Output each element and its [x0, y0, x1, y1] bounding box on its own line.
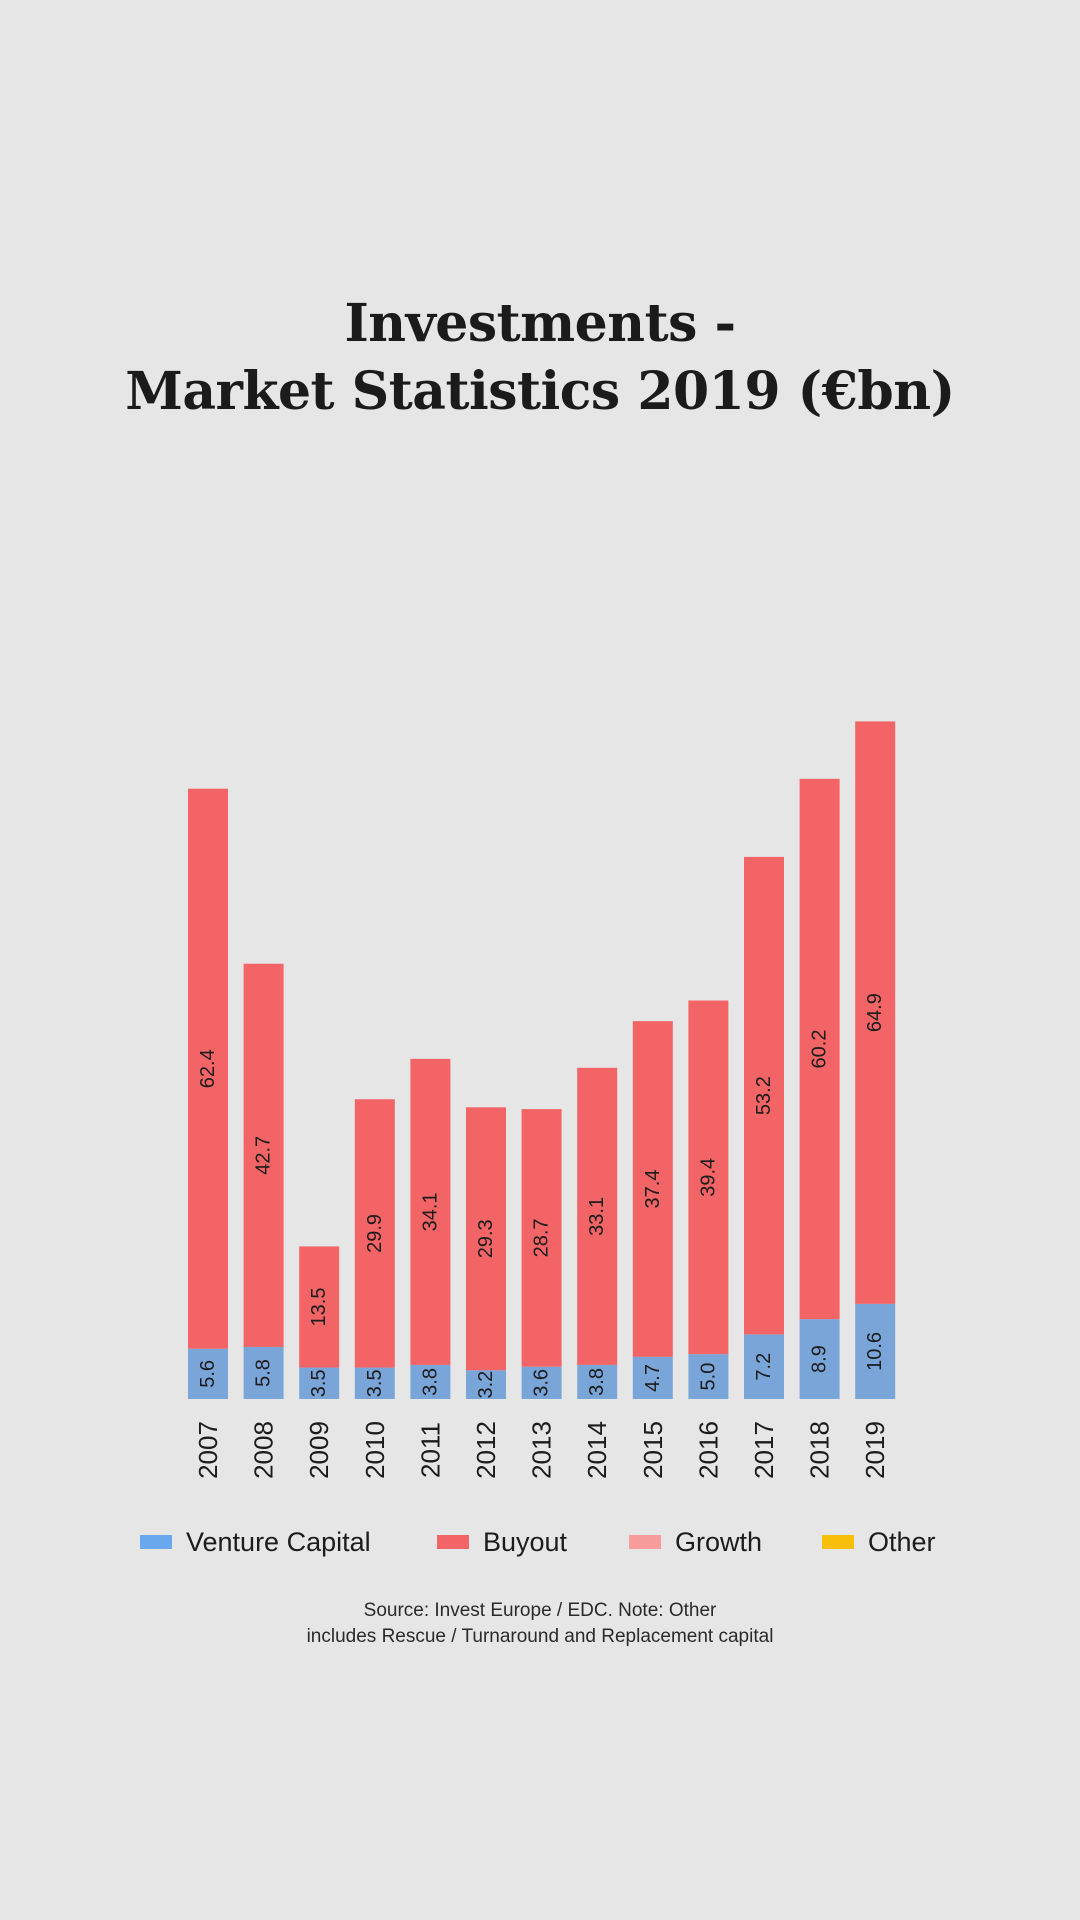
- legend-swatch-growth: [629, 1535, 661, 1549]
- legend-label-venture-capital: Venture Capital: [186, 1526, 371, 1557]
- bar-buyout-2016: [688, 1000, 729, 1355]
- data-label-venture-capital-2011: 3.8: [419, 1368, 441, 1396]
- data-label-buyout-2012: 29.3: [475, 1219, 497, 1258]
- bar-venture-capital-2011: [410, 1364, 451, 1399]
- data-label-buyout-2013: 28.7: [531, 1218, 553, 1257]
- bar-buyout-2014: [577, 1067, 618, 1365]
- x-tick-label-2019: 2019: [860, 1421, 890, 1479]
- source-note: Source: Invest Europe / EDC. Note: Other…: [0, 1598, 1080, 1650]
- data-label-venture-capital-2008: 5.8: [253, 1359, 275, 1387]
- data-label-buyout-2016: 39.4: [697, 1158, 719, 1197]
- data-label-buyout-2015: 37.4: [642, 1170, 664, 1209]
- x-tick-label-2010: 2010: [360, 1421, 390, 1479]
- chart-legend: Venture Capital Buyout Growth Other: [0, 1520, 1080, 1564]
- chart-title-line-2: Market Statistics 2019 (€bn): [125, 361, 955, 422]
- source-note-line-2: includes Rescue / Turnaround and Replace…: [306, 1626, 774, 1647]
- bar-venture-capital-2015: [632, 1356, 673, 1399]
- data-label-buyout-2008: 42.7: [253, 1136, 275, 1175]
- data-label-venture-capital-2014: 3.8: [586, 1368, 608, 1396]
- bar-venture-capital-2010: [354, 1367, 395, 1399]
- bar-buyout-2010: [354, 1099, 395, 1368]
- x-tick-label-2007: 2007: [193, 1421, 223, 1479]
- x-tick-label-2008: 2008: [249, 1421, 279, 1479]
- bar-buyout-2019: [855, 721, 896, 1304]
- data-label-buyout-2018: 60.2: [809, 1030, 831, 1069]
- legend-item-other: Other: [822, 1520, 936, 1564]
- legend-swatch-other: [822, 1535, 854, 1549]
- data-label-venture-capital-2009: 3.5: [308, 1369, 330, 1397]
- data-label-buyout-2017: 53.2: [753, 1076, 775, 1115]
- bar-venture-capital-2009: [299, 1367, 340, 1399]
- bar-venture-capital-2019: [855, 1303, 896, 1399]
- data-label-buyout-2010: 29.9: [364, 1214, 386, 1253]
- bar-buyout-2017: [744, 856, 784, 1335]
- bar-buyout-2011: [410, 1058, 451, 1365]
- data-label-venture-capital-2019: 10.6: [864, 1332, 886, 1371]
- data-label-venture-capital-2012: 3.2: [475, 1371, 497, 1399]
- x-tick-label-2009: 2009: [304, 1421, 334, 1479]
- x-tick-label-2013: 2013: [527, 1421, 557, 1479]
- data-label-venture-capital-2015: 4.7: [642, 1364, 664, 1392]
- legend-item-venture-capital: Venture Capital: [140, 1520, 371, 1564]
- legend-label-growth: Growth: [675, 1526, 763, 1557]
- data-label-buyout-2007: 62.4: [197, 1049, 219, 1088]
- x-tick-label-2012: 2012: [471, 1421, 501, 1479]
- bar-venture-capital-2013: [521, 1366, 562, 1399]
- data-label-buyout-2019: 64.9: [864, 993, 886, 1032]
- data-label-venture-capital-2013: 3.6: [531, 1369, 553, 1397]
- data-label-venture-capital-2016: 5.0: [697, 1363, 719, 1391]
- data-label-venture-capital-2018: 8.9: [809, 1345, 831, 1373]
- data-label-venture-capital-2017: 7.2: [753, 1353, 775, 1381]
- x-tick-label-2015: 2015: [638, 1421, 668, 1479]
- legend-swatch-buyout: [437, 1535, 469, 1549]
- bar-buyout-2012: [466, 1107, 506, 1371]
- x-tick-label-2017: 2017: [749, 1421, 779, 1479]
- data-label-buyout-2014: 33.1: [586, 1197, 608, 1236]
- source-note-line-1: Source: Invest Europe / EDC. Note: Other: [363, 1600, 717, 1621]
- bar-venture-capital-2016: [688, 1354, 729, 1399]
- bar-buyout-2009: [299, 1246, 340, 1368]
- data-label-buyout-2009: 13.5: [308, 1288, 330, 1327]
- bar-venture-capital-2007: [188, 1348, 228, 1399]
- x-tick-label-2014: 2014: [582, 1421, 612, 1479]
- bar-buyout-2007: [188, 788, 228, 1349]
- chart-title: Investments - Market Statistics 2019 (€b…: [0, 290, 1080, 426]
- legend-label-other: Other: [868, 1526, 936, 1557]
- legend-item-growth: Growth: [629, 1520, 762, 1564]
- bar-venture-capital-2017: [744, 1334, 784, 1399]
- x-tick-label-2016: 2016: [693, 1421, 723, 1479]
- bar-buyout-2015: [632, 1021, 673, 1357]
- bar-venture-capital-2014: [577, 1364, 618, 1399]
- data-label-venture-capital-2007: 5.6: [197, 1360, 219, 1388]
- legend-label-buyout: Buyout: [483, 1526, 568, 1557]
- bar-buyout-2008: [243, 963, 284, 1347]
- x-tick-label-2018: 2018: [805, 1421, 835, 1479]
- bar-venture-capital-2012: [466, 1370, 506, 1399]
- bar-venture-capital-2008: [243, 1346, 284, 1399]
- chart-title-line-1: Investments -: [344, 293, 736, 354]
- legend-item-buyout: Buyout: [437, 1520, 567, 1564]
- bar-buyout-2013: [521, 1109, 562, 1367]
- bar-venture-capital-2018: [799, 1319, 840, 1399]
- data-label-venture-capital-2010: 3.5: [364, 1369, 386, 1397]
- legend-swatch-venture-capital: [140, 1535, 172, 1549]
- x-tick-label-2011: 2011: [415, 1422, 445, 1478]
- bar-buyout-2018: [799, 778, 840, 1320]
- data-label-buyout-2011: 34.1: [419, 1192, 441, 1231]
